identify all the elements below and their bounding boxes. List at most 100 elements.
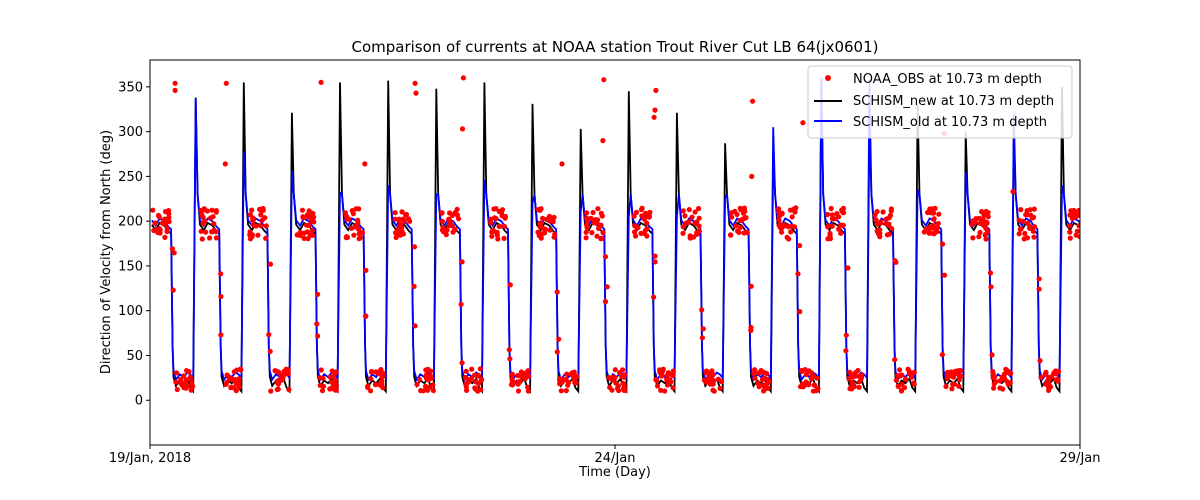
obs-point xyxy=(689,214,695,220)
obs-outlier-point xyxy=(223,80,229,86)
obs-point xyxy=(1000,386,1006,392)
obs-point xyxy=(274,386,280,393)
x-tick-label: 29/Jan xyxy=(1060,451,1101,466)
obs-point xyxy=(779,222,785,228)
obs-point xyxy=(213,209,219,215)
obs-point xyxy=(1024,235,1030,241)
obs-point xyxy=(525,388,531,394)
obs-point xyxy=(776,217,782,223)
obs-point xyxy=(654,378,660,384)
obs-point xyxy=(236,384,242,390)
obs-point xyxy=(999,374,1005,380)
obs-point xyxy=(546,213,553,219)
obs-point xyxy=(644,233,650,239)
obs-point xyxy=(238,366,244,372)
obs-point xyxy=(957,368,963,374)
obs-point xyxy=(997,378,1003,384)
obs-point xyxy=(941,272,948,278)
obs-point xyxy=(515,373,521,379)
obs-point xyxy=(897,367,903,373)
obs-point xyxy=(207,235,213,241)
obs-point xyxy=(699,307,705,313)
obs-outlier-point xyxy=(362,161,368,167)
obs-point xyxy=(375,369,382,375)
obs-point xyxy=(594,233,600,239)
legend-obs-label: NOAA_OBS at 10.73 m depth xyxy=(853,72,1042,87)
obs-point xyxy=(803,371,810,378)
obs-point xyxy=(600,230,606,236)
obs-outlier-point xyxy=(749,173,755,179)
legend-box xyxy=(807,65,1073,139)
obs-point xyxy=(425,366,431,372)
obs-point xyxy=(266,332,272,338)
obs-point xyxy=(501,223,508,229)
obs-point xyxy=(789,223,795,229)
obs-point xyxy=(734,211,740,217)
obs-point xyxy=(506,347,512,353)
obs-point xyxy=(1076,207,1080,214)
obs-point xyxy=(412,323,418,329)
obs-point xyxy=(301,235,307,241)
obs-point xyxy=(299,207,306,213)
obs-point xyxy=(688,235,694,241)
obs-point xyxy=(1007,380,1013,386)
obs-point xyxy=(1020,218,1026,224)
obs-point xyxy=(647,209,653,215)
obs-point xyxy=(285,366,291,373)
obs-point xyxy=(936,211,942,217)
obs-point xyxy=(1031,234,1037,240)
obs-point xyxy=(1051,370,1057,376)
obs-point xyxy=(751,370,757,376)
obs-point xyxy=(159,220,166,226)
obs-outlier-point xyxy=(318,79,324,85)
obs-outlier-point xyxy=(652,107,658,113)
obs-point xyxy=(166,214,172,221)
obs-point xyxy=(829,212,835,218)
obs-point xyxy=(349,208,355,214)
obs-point xyxy=(609,387,615,393)
obs-point xyxy=(1073,214,1079,220)
obs-point xyxy=(263,223,269,229)
obs-point xyxy=(560,376,566,382)
obs-point xyxy=(499,207,506,213)
obs-point xyxy=(307,232,313,238)
obs-point xyxy=(619,373,625,380)
obs-point xyxy=(162,209,169,215)
obs-point xyxy=(852,370,859,376)
obs-point xyxy=(1071,207,1077,214)
obs-point xyxy=(664,376,670,382)
obs-point xyxy=(940,241,946,247)
obs-point xyxy=(392,216,398,222)
obs-point xyxy=(507,282,513,288)
obs-point xyxy=(166,219,172,225)
obs-point xyxy=(495,236,501,242)
obs-point xyxy=(209,207,215,213)
obs-point xyxy=(993,379,999,385)
obs-point xyxy=(789,214,795,220)
obs-point xyxy=(827,230,833,236)
x-tick-label: 24/Jan xyxy=(595,451,636,466)
obs-point xyxy=(351,232,357,238)
chart-title: Comparison of currents at NOAA station T… xyxy=(351,38,878,56)
obs-point xyxy=(183,385,189,391)
obs-point xyxy=(893,259,899,265)
obs-point xyxy=(709,378,716,384)
obs-point xyxy=(255,232,261,238)
obs-point xyxy=(414,381,420,387)
obs-point xyxy=(825,224,831,230)
obs-point xyxy=(883,216,890,222)
obs-outlier-point xyxy=(172,87,178,93)
obs-point xyxy=(507,356,513,362)
obs-point xyxy=(590,209,596,216)
obs-point xyxy=(478,376,485,382)
obs-point xyxy=(156,214,162,220)
obs-point xyxy=(762,375,768,381)
obs-point xyxy=(539,231,545,237)
obs-point xyxy=(1032,224,1038,230)
obs-point xyxy=(311,219,317,225)
obs-point xyxy=(439,218,445,224)
y-axis-label: Direction of Velocity from North (deg) xyxy=(99,130,114,374)
obs-point xyxy=(643,211,649,217)
obs-point xyxy=(700,326,706,332)
obs-point xyxy=(422,383,429,389)
